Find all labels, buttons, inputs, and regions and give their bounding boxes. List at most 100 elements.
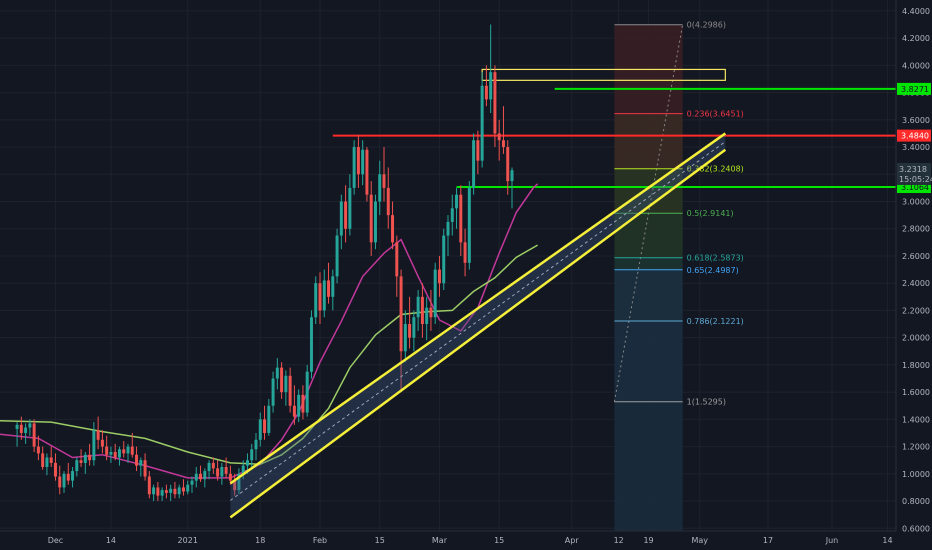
candle-body (194, 473, 198, 481)
candle-body (96, 430, 100, 440)
candle-body (391, 215, 395, 243)
candle-body (335, 235, 339, 277)
fib-zone (614, 113, 683, 169)
candle-body (288, 375, 292, 406)
grid (0, 0, 896, 531)
candle-body (292, 405, 296, 417)
price-tick-label: 1.8000 (902, 361, 930, 370)
candle-body (49, 457, 53, 463)
candle-body (382, 174, 386, 188)
candle-body (446, 221, 450, 236)
time-tick-label: Apr (565, 536, 580, 545)
candle-body (203, 471, 207, 480)
fib-level-label: 1(1.5295) (687, 398, 726, 407)
candle-body (190, 480, 194, 485)
time-axis-background (0, 531, 932, 550)
candle-body (122, 449, 126, 454)
candle-body (361, 149, 365, 175)
candle-body (258, 419, 262, 440)
candle-body (263, 419, 267, 433)
fib-zone (614, 269, 683, 322)
candle-body (480, 85, 484, 161)
candle-body (250, 449, 254, 461)
ma-fast-line (0, 183, 539, 479)
candle-body (484, 85, 488, 100)
candle-body (181, 487, 185, 492)
candle-body (420, 296, 424, 325)
trend-channel[interactable] (229, 132, 727, 519)
candle-body (19, 424, 23, 433)
candle-body (245, 460, 249, 466)
candle-body (58, 476, 62, 488)
candle-body (339, 201, 343, 236)
candle-body (15, 424, 19, 429)
candle-body (305, 371, 309, 413)
candle-body (412, 317, 416, 338)
price-tick-label: 2.2000 (902, 306, 930, 315)
candle-body (314, 283, 318, 318)
candle-body (71, 471, 75, 481)
candle-body (143, 460, 147, 477)
candle-body (32, 423, 36, 447)
time-tick-label: 15 (375, 536, 385, 545)
candle-body (442, 235, 446, 284)
candle-body (224, 467, 228, 474)
price-tick-label: 1.4000 (902, 415, 930, 424)
candles (15, 24, 514, 502)
candle-body (506, 147, 510, 182)
fib-level-label: 0.786(2.1221) (687, 317, 744, 326)
fib-zone (614, 213, 683, 258)
time-tick-label: 14 (882, 536, 892, 545)
price-tick-label: 1.2000 (902, 443, 930, 452)
candle-body (463, 242, 467, 263)
candle-body (130, 446, 134, 455)
time-tick-label: 14 (106, 536, 116, 545)
ma-slow-line (0, 244, 538, 466)
candle-body (241, 465, 245, 474)
time-tick-label: 15 (494, 536, 504, 545)
candle-body (88, 454, 92, 461)
moving-averages (0, 183, 539, 479)
fib-extension-zone (614, 401, 683, 531)
price-tick-label: 2.8000 (902, 225, 930, 234)
price-tag-label: 3.8271 (901, 85, 929, 94)
candle-body (109, 452, 113, 455)
candle-body (254, 439, 258, 450)
trend-channel-fill (230, 133, 726, 518)
candle-body (267, 405, 271, 433)
candle-body (186, 484, 190, 492)
candle-body (408, 324, 412, 338)
candle-body (271, 378, 275, 406)
candle-body (62, 473, 66, 488)
candle-body (83, 454, 87, 463)
candle-body (356, 147, 360, 175)
time-tick-label: 12 (614, 536, 624, 545)
candle-body (429, 307, 433, 318)
price-tick-label: 2.0000 (902, 334, 930, 343)
time-tick-label: Dec (48, 536, 63, 545)
candle-body (476, 140, 480, 161)
fib-level-label: 0.5(2.9141) (687, 209, 734, 218)
price-tick-label: 4.2000 (902, 34, 930, 43)
price-tick-label: 4.4000 (902, 7, 930, 16)
candle-body (275, 367, 279, 379)
candle-body (497, 133, 501, 141)
candle-body (233, 480, 237, 491)
time-tick-label: Jun (825, 536, 839, 545)
candle-body (493, 72, 497, 134)
candle-body (365, 149, 369, 195)
candle-body (113, 452, 117, 458)
fibonacci-retracement[interactable]: 0(4.2986) 0.236(3.6451) 0.382(3.2408) 0.5(2… (613, 21, 744, 531)
time-axis[interactable]: Dec 14 2021 18 Feb 15 Mar 15 Apr 12 19 May 17 Jun 14 (48, 536, 893, 545)
candle-body (177, 487, 181, 495)
candle-body (309, 317, 313, 372)
candle-body (399, 276, 403, 352)
price-tick-label: 3.6000 (902, 116, 930, 125)
candle-body (211, 462, 215, 469)
candle-body (92, 430, 96, 461)
candle-body (199, 473, 203, 480)
candle-body (395, 242, 399, 277)
price-tick-label: 0.8000 (902, 497, 930, 506)
candle-body (378, 174, 382, 202)
